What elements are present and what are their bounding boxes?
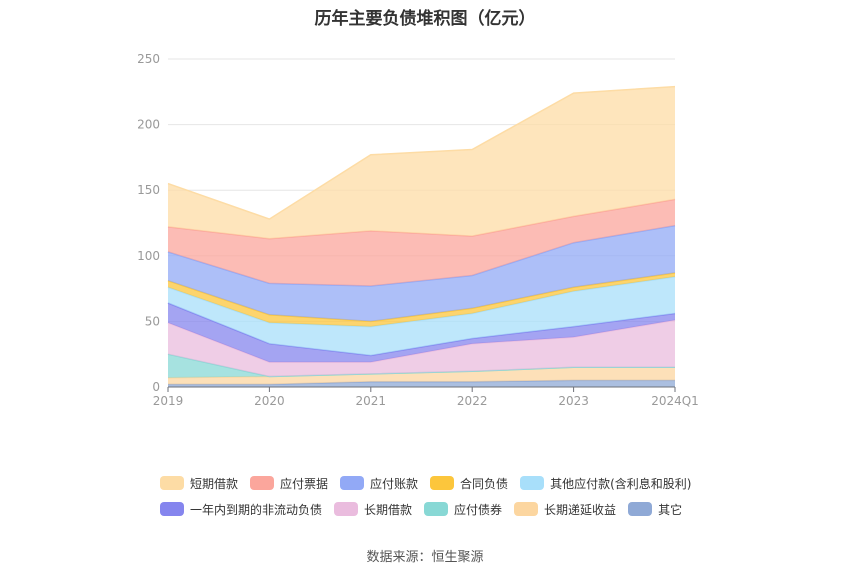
legend-label: 短期借款 [190, 476, 239, 491]
legend-label: 应付账款 [370, 476, 419, 491]
stacked-area-chart: 0 50 100 150 200 250 2019 2020 2021 2022 2023 2024… [137, 52, 699, 408]
area-series-9 [168, 86, 675, 239]
legend-item[interactable]: 应付债券 [424, 501, 502, 518]
area-series [167, 85, 676, 387]
legend-swatch [340, 476, 365, 490]
area-series-8 [168, 199, 675, 286]
source-note: 数据来源：恒生聚源 [366, 550, 484, 565]
legend-label: 长期借款 [364, 502, 413, 517]
area-series-7 [168, 225, 675, 322]
legend-item[interactable]: 应付账款 [340, 475, 418, 492]
y-tick-label: 150 [137, 183, 160, 197]
area-series-0 [168, 380, 675, 387]
x-tick-label: 2024Q1 [651, 394, 699, 408]
x-tick-label: 2020 [254, 394, 285, 408]
x-tick-label: 2021 [356, 394, 387, 408]
y-tick-label: 100 [137, 249, 160, 263]
area-series-2 [168, 354, 675, 378]
area-series-6 [168, 272, 675, 327]
x-axis-labels: 2019 2020 2021 2022 2023 2024Q1 [153, 394, 699, 408]
legend: 短期借款 应付票据 应付账款 合同负债 其他应付款(含利息和股利) 一年内到期的非流动负… [160, 470, 800, 522]
x-tick-label: 2023 [558, 394, 589, 408]
chart-title: 历年主要负债堆积图（亿元） [314, 9, 536, 29]
legend-item[interactable]: 一年内到期的非流动负债 [160, 501, 322, 518]
legend-item[interactable]: 长期递延收益 [514, 501, 616, 518]
legend-row: 短期借款 应付票据 应付账款 合同负债 其他应付款(含利息和股利) [160, 470, 800, 496]
area-series-line-6 [167, 272, 676, 323]
y-tick-label: 0 [152, 380, 160, 394]
y-axis-labels: 0 50 100 150 200 250 [137, 52, 160, 394]
y-tick-label: 200 [137, 118, 160, 132]
legend-label: 应付票据 [280, 476, 329, 491]
legend-item[interactable]: 其他应付款(含利息和股利) [520, 475, 691, 492]
legend-swatch [160, 502, 184, 516]
legend-swatch [160, 476, 184, 490]
x-tick-label: 2022 [457, 394, 488, 408]
legend-swatch [334, 502, 359, 516]
y-tick-label: 50 [145, 314, 160, 328]
legend-item[interactable]: 应付票据 [250, 475, 328, 492]
area-series-5 [168, 276, 675, 356]
legend-label: 其它 [658, 502, 683, 517]
legend-row: 一年内到期的非流动负债 长期借款 应付债券 长期递延收益 其它 [160, 496, 800, 522]
legend-item[interactable]: 合同负债 [430, 475, 508, 492]
legend-label: 一年内到期的非流动负债 [190, 502, 323, 517]
legend-item[interactable]: 长期借款 [334, 501, 412, 518]
area-series-1 [168, 367, 675, 385]
x-tick-label: 2019 [153, 394, 184, 408]
legend-swatch [430, 476, 455, 490]
legend-swatch [628, 502, 653, 516]
y-tick-label: 250 [137, 52, 160, 66]
legend-item[interactable]: 短期借款 [160, 475, 238, 492]
area-series-line-9 [167, 85, 676, 220]
legend-swatch [514, 502, 539, 516]
legend-swatch [520, 476, 545, 490]
legend-item[interactable]: 其它 [628, 501, 682, 518]
legend-swatch [250, 476, 275, 490]
legend-label: 长期递延收益 [544, 502, 617, 517]
legend-swatch [424, 502, 449, 516]
legend-label: 应付债券 [454, 502, 503, 517]
legend-label: 其他应付款(含利息和股利) [550, 476, 692, 491]
legend-label: 合同负债 [460, 476, 509, 491]
x-axis [167, 386, 676, 392]
